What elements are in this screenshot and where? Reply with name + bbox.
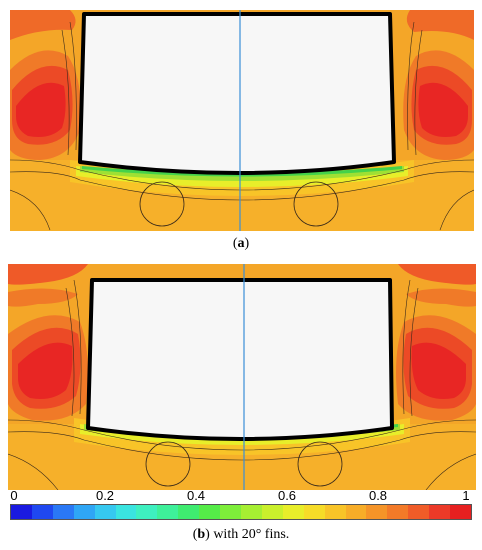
colorbar-tick-label: 1 xyxy=(462,488,470,503)
caption-a: (a) xyxy=(232,236,250,251)
gradient-layer xyxy=(82,166,402,177)
gradient-layer xyxy=(76,166,408,187)
colorbar-segment xyxy=(178,505,200,519)
hot-region xyxy=(406,10,474,40)
wheel-outline xyxy=(139,181,185,227)
caption-letter: b xyxy=(197,527,206,542)
gradient-layer xyxy=(80,166,404,181)
caption-b: (b) with 20° fins. xyxy=(192,527,290,542)
vortex-core xyxy=(411,342,466,399)
contour-plot-a xyxy=(10,10,474,231)
wheel-outline xyxy=(297,441,343,487)
vortex-core xyxy=(418,82,468,137)
hot-region xyxy=(406,288,476,307)
colorbar-segment xyxy=(31,505,53,519)
colorbar-segment xyxy=(324,505,346,519)
contour-plot-b xyxy=(8,264,476,490)
colorbar-segment xyxy=(115,505,137,519)
colorbar-segment xyxy=(387,505,409,519)
contour-lines xyxy=(8,279,476,490)
colorbar-tick-label: 0.8 xyxy=(368,488,388,503)
colorbar-segment xyxy=(220,505,241,519)
colorbar-segment xyxy=(94,505,116,519)
colorbar-segment xyxy=(345,505,367,519)
colorbar-segment xyxy=(136,505,158,519)
colorbar-tick-label: 0.2 xyxy=(95,488,115,503)
colorbar-segment xyxy=(303,505,325,519)
vehicle-body xyxy=(78,12,396,175)
colorbar-segment xyxy=(240,505,262,519)
colorbar xyxy=(10,504,472,520)
colorbar-segment xyxy=(366,505,388,519)
gradient-layer xyxy=(80,424,404,445)
vortex-core xyxy=(18,342,73,399)
colorbar-tick-label: 0 xyxy=(10,488,18,503)
colorbar-segment xyxy=(261,505,283,519)
colorbar-segment xyxy=(450,505,471,519)
hot-region xyxy=(10,10,76,40)
wheel-outline xyxy=(145,441,191,487)
wheel-outline xyxy=(293,181,339,227)
vehicle-body xyxy=(86,278,394,441)
hot-region xyxy=(8,264,88,285)
colorbar-segment xyxy=(282,505,304,519)
colorbar-segment xyxy=(73,505,95,519)
caption-letter: a xyxy=(237,236,245,251)
hot-region xyxy=(398,264,476,285)
colorbar-segment xyxy=(52,505,74,519)
colorbar-segment xyxy=(11,505,32,519)
colorbar-segment xyxy=(199,505,221,519)
vortex-core xyxy=(16,82,66,137)
hot-region xyxy=(8,288,78,307)
colorbar-tick-label: 0.6 xyxy=(277,488,297,503)
colorbar-segment xyxy=(408,505,430,519)
colorbar-segment xyxy=(429,505,451,519)
colorbar-segment xyxy=(157,505,179,519)
contour-lines xyxy=(10,21,474,231)
colorbar-tick-label: 0.4 xyxy=(186,488,206,503)
